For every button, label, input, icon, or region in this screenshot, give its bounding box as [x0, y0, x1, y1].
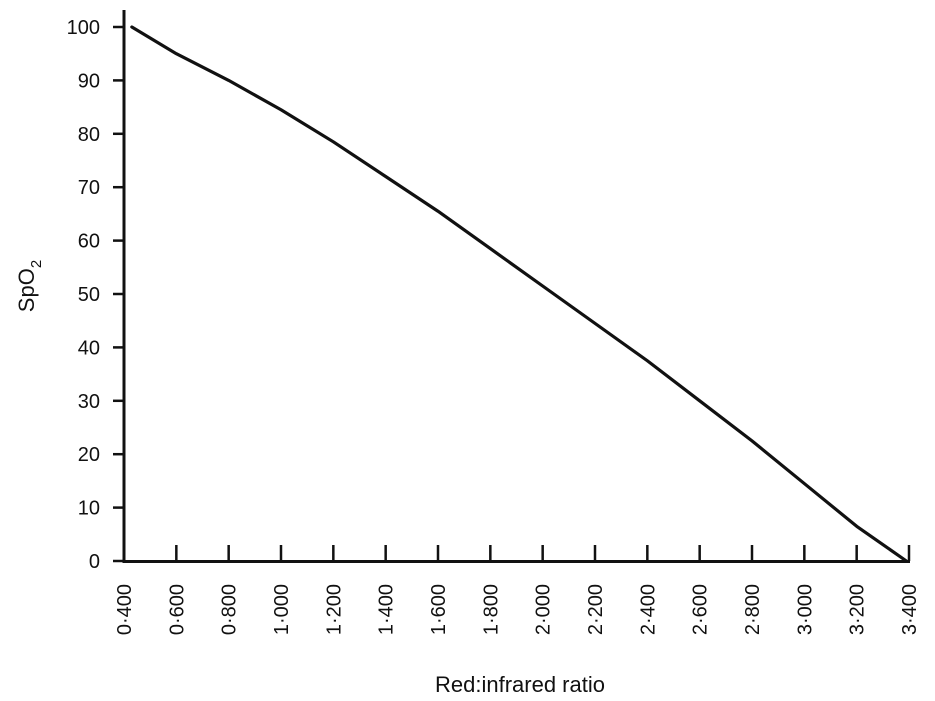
y-tick-label: 80: [78, 124, 100, 146]
series-line: [130, 25, 908, 563]
x-axis-title: Red:infrared ratio: [435, 672, 605, 697]
axes-layer: [122, 10, 910, 563]
x-tick-label: 1·000: [271, 584, 293, 635]
y-tick-label: 70: [78, 177, 100, 199]
x-ticks-layer: 0·400 0·600 0·800 1·000 1·200 1·400 1·600 1·800…: [114, 545, 921, 635]
y-tick-label: 0: [89, 551, 100, 573]
y-tick-label: 60: [78, 231, 100, 253]
y-axis-title-subscript: 2: [28, 260, 45, 268]
x-tick-label: 0·400: [114, 584, 136, 635]
x-tick-label: 1·600: [428, 584, 450, 635]
x-tick-label: 2·200: [585, 584, 607, 635]
x-tick-label: 3·400: [899, 584, 921, 635]
x-tick-label: 0·800: [219, 584, 241, 635]
y-tick-label: 20: [78, 444, 100, 466]
x-tick-label: 1·200: [323, 584, 345, 635]
x-tick-label: 3·200: [847, 584, 869, 635]
y-tick-label: 50: [78, 284, 100, 306]
y-ticks-layer: 0 10 20 30 40 50 60 70 80 90 100: [67, 17, 124, 573]
x-tick-label: 2·600: [690, 584, 712, 635]
x-tick-label: 3·000: [794, 584, 816, 635]
y-tick-label: 90: [78, 70, 100, 92]
x-tick-label: 2·400: [637, 584, 659, 635]
x-tick-label: 2·800: [742, 584, 764, 635]
x-tick-label: 1·800: [480, 584, 502, 635]
x-tick-label: 0·600: [166, 584, 188, 635]
x-tick-label: 2·000: [533, 584, 555, 635]
y-tick-label: 100: [67, 17, 100, 39]
y-tick-label: 10: [78, 498, 100, 520]
y-tick-label: 40: [78, 337, 100, 359]
x-tick-label: 1·400: [376, 584, 398, 635]
y-tick-label: 30: [78, 391, 100, 413]
y-axis-title: SpO2: [14, 260, 45, 312]
plot-line-layer: [130, 25, 908, 563]
y-axis-title-main: SpO: [14, 268, 39, 312]
